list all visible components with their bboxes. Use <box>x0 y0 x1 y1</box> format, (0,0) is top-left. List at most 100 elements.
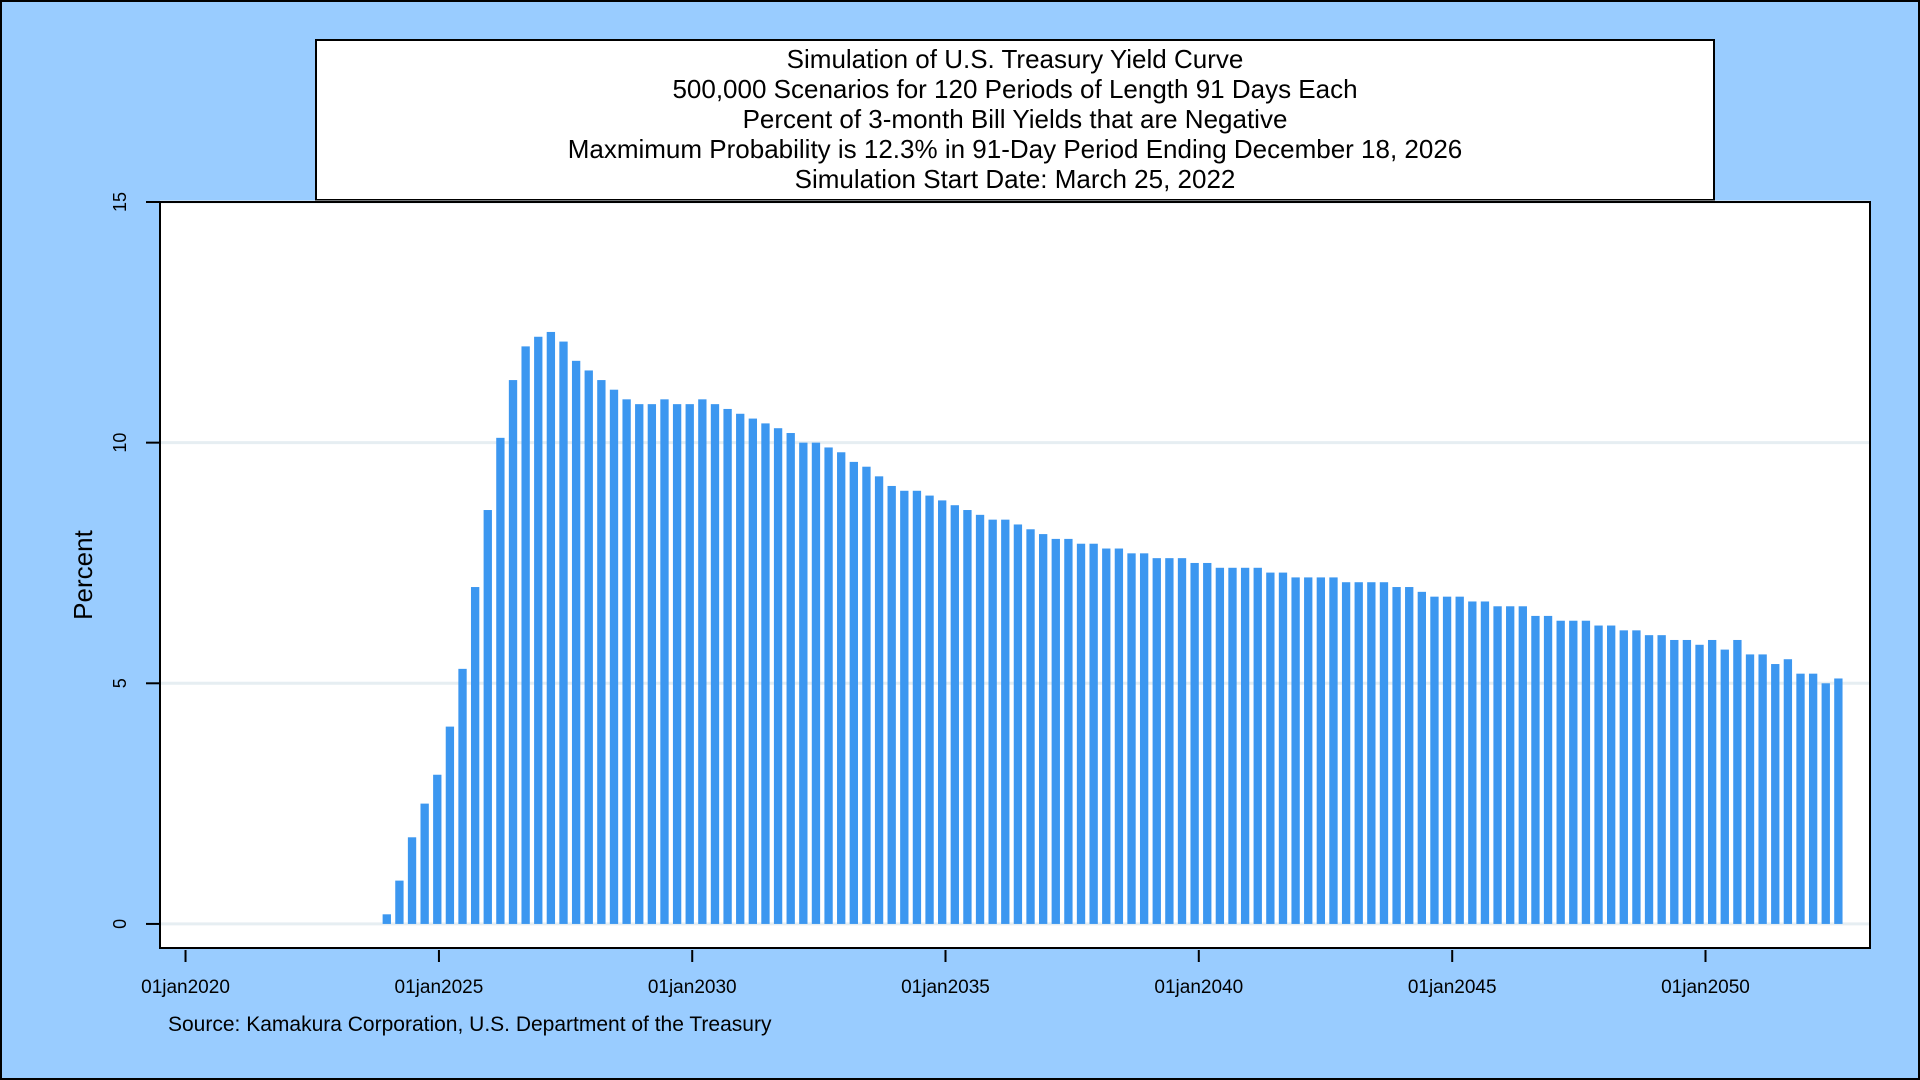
bar <box>622 399 631 924</box>
bar <box>1152 558 1161 924</box>
bar <box>647 404 657 924</box>
chart-title-line-2: 500,000 Scenarios for 120 Periods of Len… <box>672 74 1357 104</box>
bar <box>1581 620 1591 924</box>
bar <box>672 404 682 924</box>
bar <box>1518 606 1527 924</box>
bar <box>1745 654 1755 924</box>
bar <box>874 476 884 924</box>
x-tick-label: 01jan2030 <box>648 977 737 998</box>
bar <box>1329 577 1338 924</box>
bar <box>811 442 821 924</box>
bar <box>975 514 985 924</box>
bar <box>1127 553 1136 924</box>
bar <box>1506 606 1515 924</box>
bar <box>1089 543 1098 924</box>
bar <box>1278 572 1288 924</box>
bar <box>1644 635 1654 924</box>
bar <box>1165 558 1174 924</box>
bar <box>1556 620 1565 924</box>
bar <box>1607 625 1616 924</box>
bar <box>660 399 669 924</box>
y-tick-label: 15 <box>110 192 130 212</box>
y-tick-label: 0 <box>110 919 130 929</box>
bar <box>1177 558 1187 924</box>
bar <box>571 360 581 924</box>
bar <box>546 331 556 924</box>
y-axis: 0 5 10 15 <box>110 192 160 929</box>
bar <box>1493 606 1502 924</box>
bar <box>1367 582 1376 924</box>
bar <box>1203 562 1212 924</box>
bar <box>1758 654 1767 924</box>
bar <box>887 485 896 924</box>
source-note: Source: Kamakura Corporation, U.S. Depar… <box>168 1013 772 1036</box>
plot-border <box>159 201 1871 949</box>
bar <box>508 380 518 924</box>
x-tick-label: 01jan2040 <box>1154 977 1243 998</box>
bar <box>1531 615 1540 924</box>
bar <box>1619 630 1628 924</box>
bar <box>1468 601 1477 924</box>
bar <box>1304 577 1313 924</box>
bar <box>1808 673 1818 924</box>
bar <box>584 370 593 924</box>
bar <box>1707 639 1717 924</box>
bar <box>698 399 707 924</box>
chart-title-line-4: Maxmimum Probability is 12.3% in 91-Day … <box>568 134 1463 164</box>
bar <box>635 404 644 924</box>
bar <box>1139 553 1149 924</box>
bar <box>925 495 934 924</box>
bar <box>1657 635 1666 924</box>
bar <box>912 490 922 924</box>
bar <box>1392 587 1401 924</box>
bar <box>534 336 543 924</box>
bar <box>1291 577 1300 924</box>
bar <box>1013 524 1023 924</box>
bar <box>1190 562 1199 924</box>
bar <box>761 423 770 924</box>
bar <box>950 505 959 924</box>
bar <box>1821 683 1830 924</box>
bar <box>799 442 808 924</box>
bar <box>1783 659 1793 924</box>
bar <box>1341 582 1351 924</box>
bar <box>710 404 720 924</box>
bar <box>1076 543 1086 924</box>
bar <box>1480 601 1490 924</box>
bar <box>773 428 783 924</box>
bar <box>1405 587 1414 924</box>
bar <box>723 408 732 924</box>
bar <box>1771 664 1780 924</box>
bar <box>1026 529 1035 924</box>
bar <box>1102 548 1111 924</box>
bar <box>395 880 404 924</box>
bar <box>559 341 568 924</box>
bar <box>1316 577 1326 924</box>
bar <box>1543 615 1553 924</box>
bar <box>521 346 530 924</box>
y-axis-label: Percent <box>68 529 98 619</box>
bar <box>496 437 505 924</box>
bar <box>458 668 467 924</box>
bar <box>1051 538 1060 924</box>
bar <box>1253 567 1262 924</box>
x-tick-label: 01jan2050 <box>1661 977 1750 998</box>
bar <box>1266 572 1275 924</box>
bar <box>445 726 455 924</box>
bar <box>837 452 846 924</box>
bar <box>1001 519 1010 924</box>
bar <box>824 447 833 924</box>
bar <box>938 500 947 924</box>
bar <box>470 587 480 924</box>
bar <box>1240 567 1250 924</box>
bar <box>1417 591 1426 924</box>
bar <box>786 433 795 924</box>
bar <box>736 413 745 924</box>
bar-series <box>382 331 1843 924</box>
bar <box>483 510 492 924</box>
x-tick-label: 01jan2020 <box>141 977 230 998</box>
y-tick-label: 10 <box>110 433 130 453</box>
bar <box>597 380 606 924</box>
title-box <box>315 39 1715 201</box>
